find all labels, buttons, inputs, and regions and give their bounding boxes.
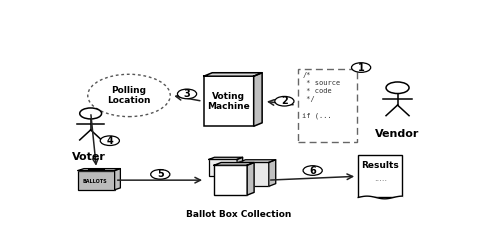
Text: /*
 * source
 * code
 */

if (...: /* * source * code */ if (... [302, 72, 341, 119]
Text: Results: Results [361, 161, 399, 170]
Circle shape [275, 96, 294, 106]
Polygon shape [247, 162, 254, 195]
Text: Voting
Machine: Voting Machine [207, 92, 250, 111]
Ellipse shape [88, 74, 170, 116]
Polygon shape [209, 157, 243, 160]
Polygon shape [115, 168, 120, 190]
Text: Vendor: Vendor [375, 129, 420, 139]
Circle shape [100, 136, 119, 145]
Polygon shape [269, 160, 276, 186]
Text: Voter: Voter [72, 152, 105, 162]
Text: BALLOTS: BALLOTS [82, 178, 107, 184]
Text: 6: 6 [309, 166, 316, 175]
Text: 1: 1 [358, 62, 364, 72]
Text: .....: ..... [374, 174, 387, 183]
Circle shape [150, 170, 170, 179]
Text: 4: 4 [106, 136, 113, 146]
Polygon shape [214, 162, 254, 165]
Circle shape [303, 166, 322, 175]
Bar [214, 165, 247, 195]
Bar [204, 76, 253, 126]
Text: 3: 3 [184, 89, 191, 99]
Text: 2: 2 [281, 96, 288, 106]
Text: Polling
Location: Polling Location [107, 86, 151, 105]
Circle shape [351, 63, 371, 72]
Text: 5: 5 [157, 170, 164, 179]
Bar [78, 170, 115, 190]
Bar [358, 155, 402, 198]
Text: Ballot Box Collection: Ballot Box Collection [186, 210, 291, 219]
Bar [209, 160, 237, 176]
Polygon shape [239, 160, 276, 162]
Circle shape [177, 89, 197, 99]
Bar [298, 68, 357, 142]
Polygon shape [204, 73, 262, 76]
Polygon shape [237, 157, 243, 176]
Polygon shape [78, 168, 120, 170]
Polygon shape [253, 73, 262, 126]
Bar [239, 162, 269, 186]
